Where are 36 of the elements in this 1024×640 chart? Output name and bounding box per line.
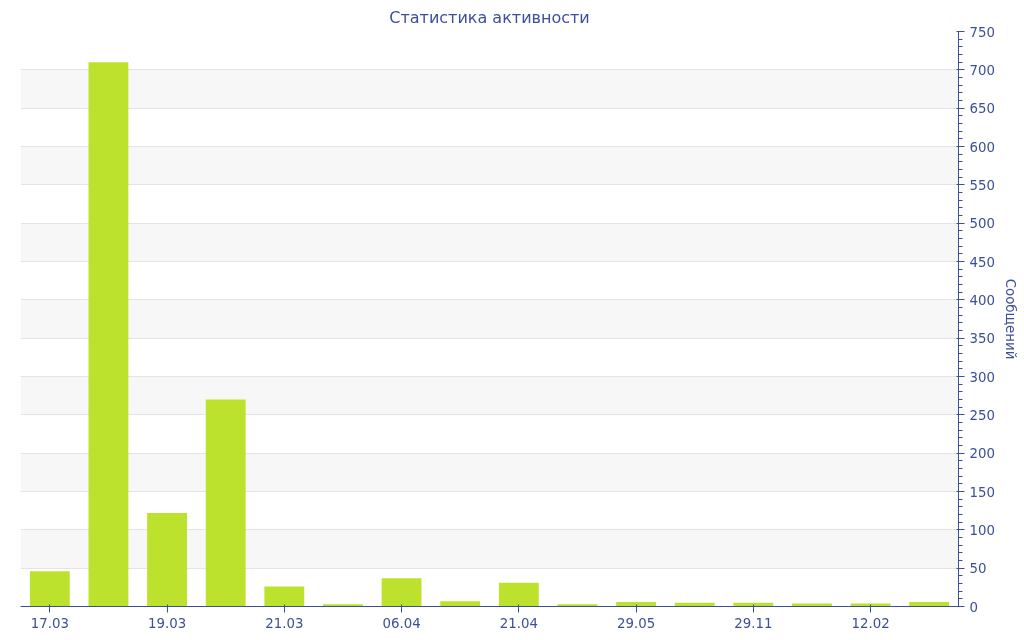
x-tick-label: 12.02 bbox=[851, 615, 890, 631]
y-tick-label: 550 bbox=[969, 177, 995, 193]
y-tick-label: 750 bbox=[969, 24, 995, 40]
y-tick-label: 500 bbox=[969, 216, 995, 232]
y-tick-label: 200 bbox=[969, 446, 995, 462]
bar bbox=[792, 603, 832, 607]
y-tick-label: 700 bbox=[969, 62, 995, 78]
bar bbox=[147, 512, 187, 607]
chart-title: Статистика активности bbox=[389, 7, 590, 27]
y-tick-label: 0 bbox=[969, 599, 978, 615]
bar bbox=[850, 603, 891, 607]
y-tick-label: 350 bbox=[969, 331, 995, 347]
y-tick-label: 650 bbox=[969, 101, 995, 117]
bar bbox=[498, 582, 539, 607]
bar bbox=[264, 586, 305, 607]
bar bbox=[29, 571, 70, 607]
bar bbox=[205, 399, 246, 607]
y-tick-label: 400 bbox=[969, 292, 995, 308]
y-tick-label: 50 bbox=[969, 561, 987, 577]
y-tick-label: 150 bbox=[969, 484, 995, 500]
y-tick-label: 600 bbox=[969, 139, 995, 155]
x-tick-label: 29.05 bbox=[616, 615, 656, 631]
y-axis-title: Сообщений bbox=[1002, 278, 1018, 360]
y-tick-label: 450 bbox=[969, 254, 995, 270]
y-tick-label: 100 bbox=[969, 522, 995, 538]
x-tick-label: 06.04 bbox=[382, 615, 421, 631]
y-tick-label: 300 bbox=[969, 369, 995, 385]
bar bbox=[88, 62, 129, 607]
bar bbox=[381, 578, 422, 607]
x-tick-label: 19.03 bbox=[147, 615, 187, 631]
x-tick-label: 21.04 bbox=[499, 615, 538, 631]
y-tick-label: 250 bbox=[969, 407, 995, 423]
x-tick-label: 21.03 bbox=[265, 615, 304, 631]
bar bbox=[440, 601, 481, 607]
x-tick-label: 17.03 bbox=[30, 615, 69, 631]
x-tick-label: 29.11 bbox=[734, 615, 773, 631]
